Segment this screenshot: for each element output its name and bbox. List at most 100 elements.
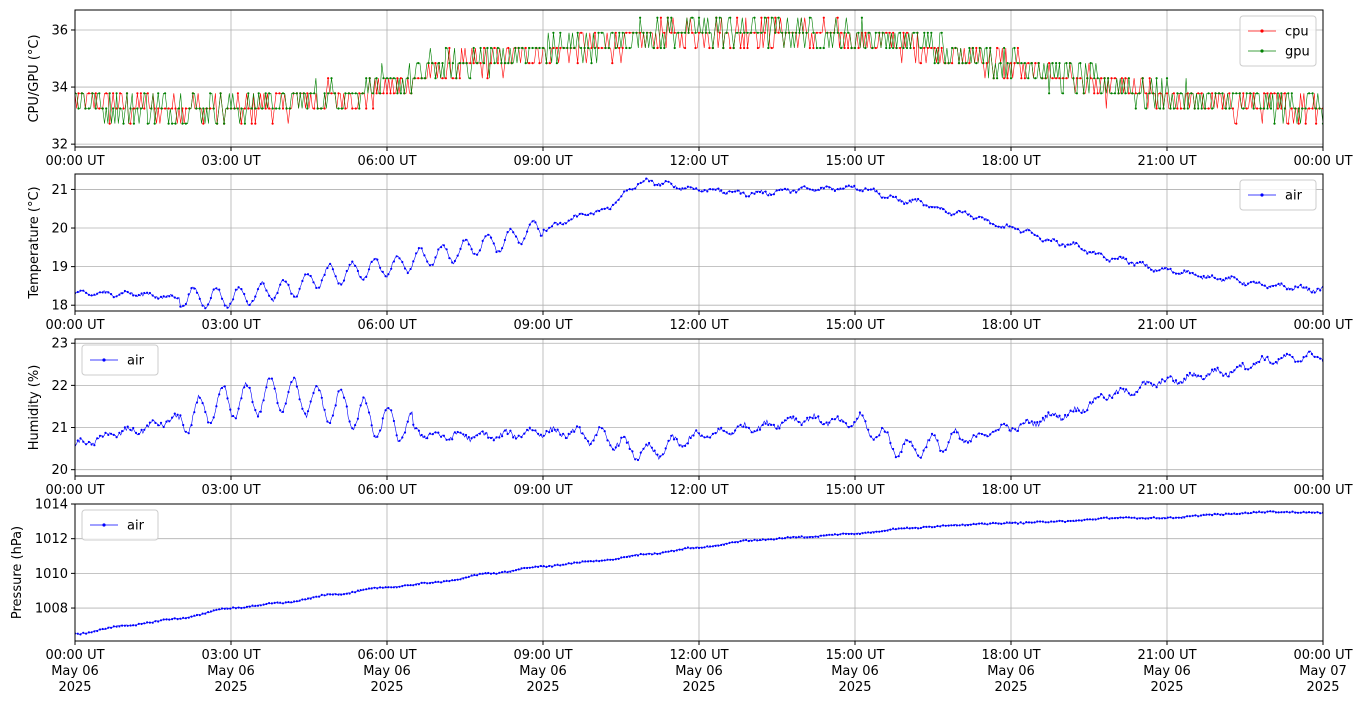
data-point — [564, 563, 568, 566]
data-point — [420, 77, 423, 80]
data-point — [1273, 122, 1276, 125]
data-point — [434, 256, 437, 259]
data-point — [1150, 268, 1153, 271]
data-point — [164, 107, 167, 110]
data-point — [1079, 77, 1082, 80]
data-point — [207, 303, 210, 306]
data-point — [331, 593, 334, 596]
data-point — [1238, 281, 1241, 284]
data-point — [1231, 92, 1234, 95]
data-point — [1022, 522, 1025, 525]
data-point — [689, 186, 692, 189]
data-point — [1027, 229, 1031, 232]
data-point — [473, 436, 476, 439]
data-point — [323, 594, 326, 597]
data-point — [750, 191, 753, 195]
data-point — [590, 46, 593, 50]
data-point — [517, 241, 520, 244]
data-point — [781, 188, 784, 191]
data-point — [365, 402, 368, 405]
data-point — [856, 188, 859, 191]
data-point — [559, 564, 562, 567]
data-point — [337, 282, 340, 285]
data-point — [1166, 516, 1169, 519]
data-point — [903, 202, 906, 205]
data-point — [947, 62, 950, 65]
data-point — [306, 410, 310, 413]
data-point — [306, 92, 309, 95]
data-point — [886, 529, 889, 532]
data-point — [464, 433, 468, 437]
data-point — [1221, 107, 1224, 110]
data-point — [316, 107, 319, 110]
data-point — [734, 429, 737, 432]
data-point — [273, 296, 276, 299]
data-point — [1161, 517, 1164, 520]
data-point — [1069, 519, 1072, 523]
data-point — [966, 524, 970, 527]
data-point — [700, 546, 703, 549]
data-point — [691, 16, 694, 19]
data-point — [1274, 511, 1277, 514]
data-point — [162, 618, 165, 621]
data-point — [1194, 374, 1197, 377]
data-point — [783, 537, 787, 540]
data-point — [833, 31, 836, 34]
data-point — [458, 77, 461, 80]
data-point — [656, 183, 659, 187]
data-point — [82, 440, 85, 443]
data-point — [195, 613, 199, 617]
data-point — [1041, 77, 1044, 80]
data-point — [115, 295, 118, 298]
data-point — [704, 31, 708, 34]
data-point — [778, 427, 781, 430]
x-tick-label: 03:00 UT May 06 2025 — [201, 648, 260, 695]
data-point — [139, 107, 142, 110]
data-point — [603, 430, 606, 433]
data-point — [739, 31, 742, 34]
data-point — [455, 77, 458, 80]
data-point — [806, 187, 809, 190]
data-point — [795, 536, 798, 539]
data-point — [327, 92, 330, 95]
data-point — [191, 92, 194, 95]
data-point — [290, 381, 293, 384]
data-point — [1249, 92, 1252, 95]
data-point — [428, 582, 432, 585]
data-point — [329, 421, 332, 425]
data-point — [173, 296, 176, 299]
data-point — [786, 536, 789, 539]
data-point — [664, 180, 667, 183]
data-point — [489, 236, 493, 239]
data-point — [1216, 278, 1219, 281]
x-tick-label: 18:00 UT May 06 2025 — [981, 648, 1040, 695]
data-point — [1180, 271, 1183, 275]
data-point — [392, 586, 395, 589]
data-point — [758, 190, 762, 194]
data-point — [803, 420, 806, 423]
data-point — [853, 46, 857, 50]
data-point — [251, 604, 254, 607]
data-point — [860, 16, 864, 19]
data-point — [552, 31, 555, 34]
data-point — [614, 31, 617, 34]
data-point — [899, 46, 902, 50]
data-point — [625, 31, 628, 34]
data-point — [649, 31, 652, 34]
data-point — [82, 289, 85, 292]
data-point — [370, 587, 373, 590]
data-point — [797, 420, 800, 424]
data-point — [1100, 77, 1103, 80]
data-point — [1177, 516, 1180, 519]
data-point — [256, 288, 260, 291]
data-point — [101, 107, 104, 110]
data-point — [801, 31, 805, 34]
data-point — [1200, 92, 1203, 95]
data-point — [462, 433, 465, 436]
series-markers-air — [75, 510, 1323, 636]
data-point — [905, 46, 909, 50]
data-point — [692, 187, 695, 190]
data-point — [812, 31, 815, 34]
data-point — [232, 298, 235, 301]
data-point — [295, 92, 298, 95]
